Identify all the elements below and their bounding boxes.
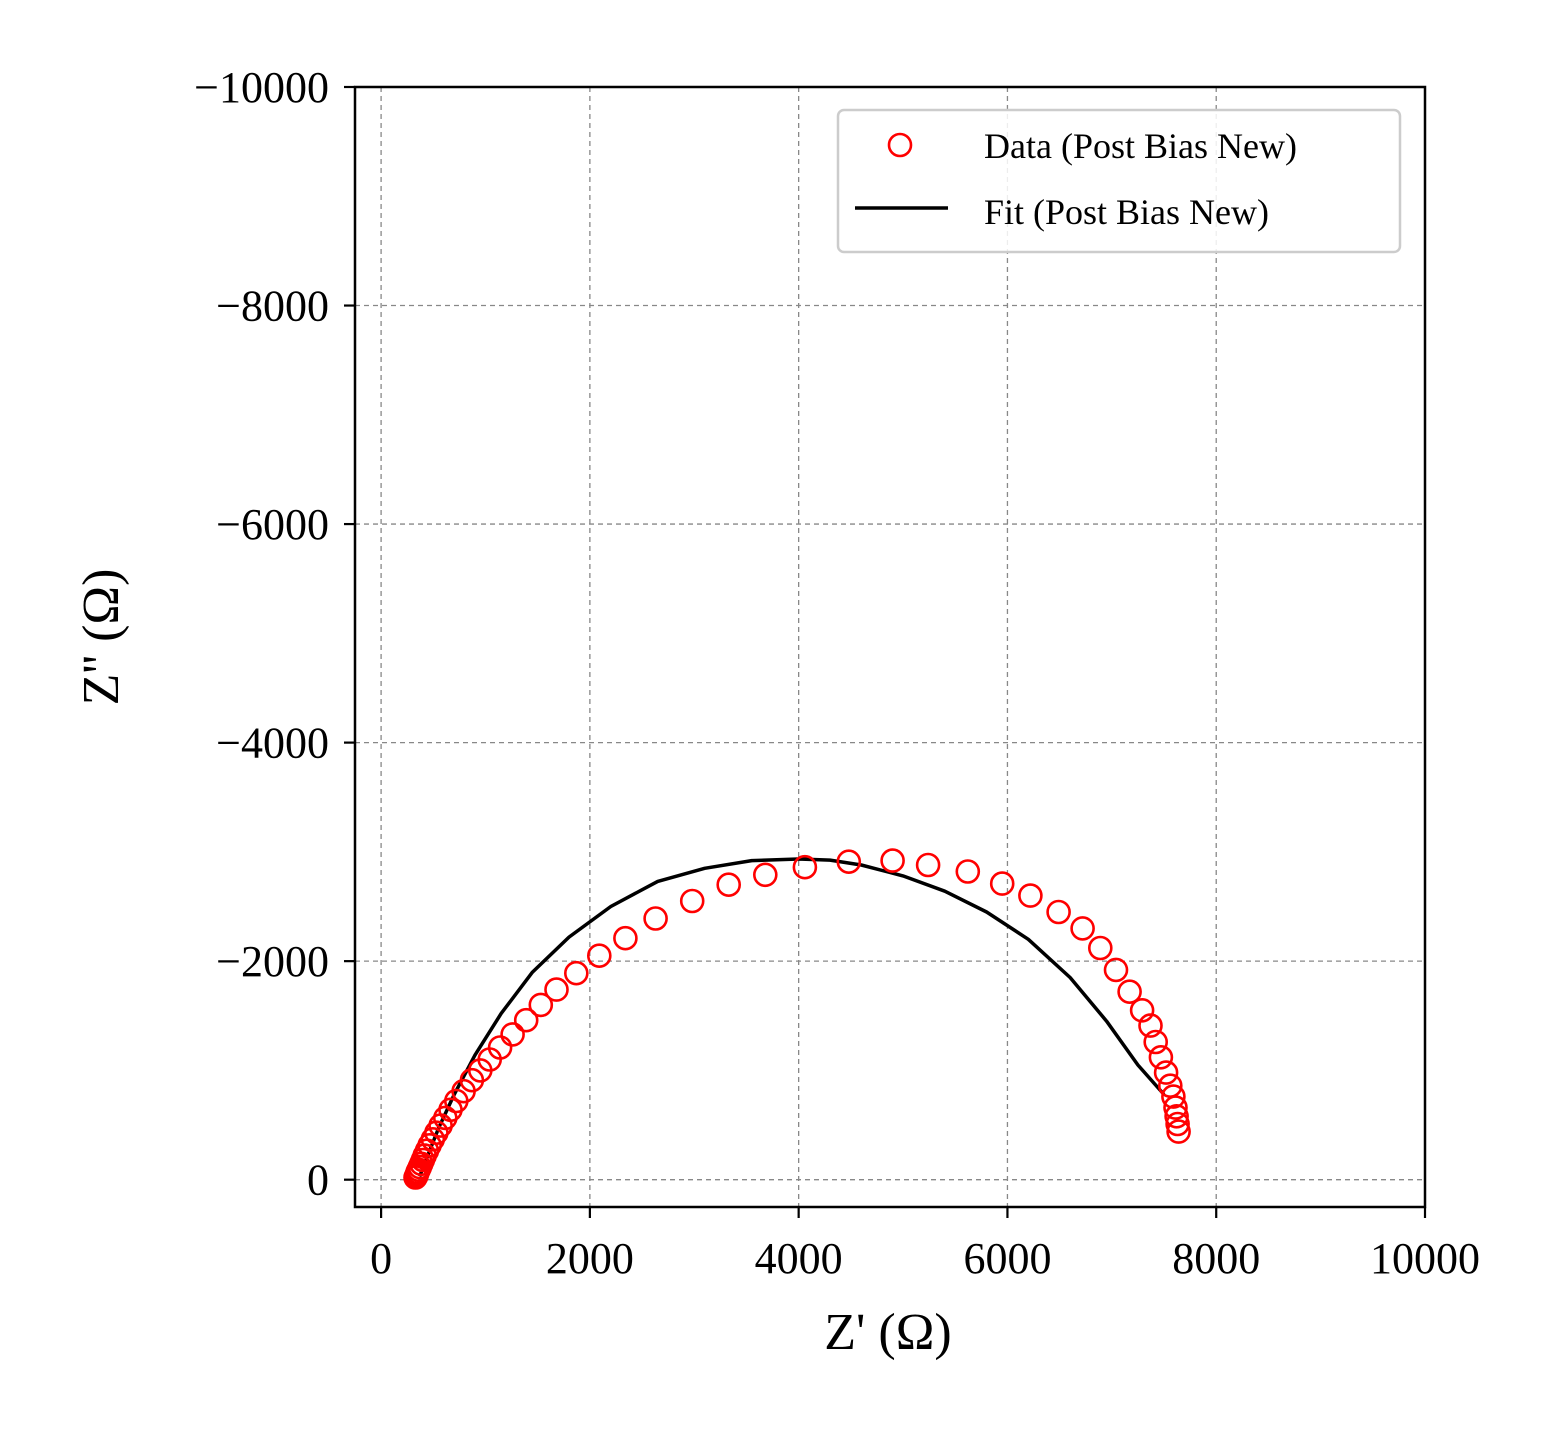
data-point [1165,1111,1190,1137]
data-point [1138,1013,1163,1038]
data-point [1143,1029,1168,1055]
data-point [544,977,569,1002]
legend-marker-data [887,132,913,158]
data-point [500,1022,525,1047]
data-point [613,925,638,951]
legend-label-fit: Fit (Post Bias New) [984,192,1269,232]
data-point [679,888,705,914]
x-axis-title: Z' (Ω) [824,1304,951,1361]
data-point [487,1035,513,1060]
data-point [716,872,742,898]
y-tick-label: −4000 [216,719,329,768]
x-tick-label: 10000 [1370,1234,1480,1283]
data-point [1103,957,1129,983]
x-tick-label: 2000 [546,1234,634,1283]
data-point [1117,979,1142,1005]
data-point [989,871,1015,896]
data-point [1070,916,1095,941]
data-point [563,960,589,986]
x-tick-label: 8000 [1172,1234,1260,1283]
grid [355,86,1426,1207]
data-point [1129,997,1155,1023]
data-point [528,992,554,1018]
legend-box [836,108,1402,254]
y-tick-label: −6000 [216,500,329,549]
data-point [1166,1119,1191,1144]
data-point [915,852,941,878]
plot-frame [353,85,1427,1209]
data-point [1148,1045,1174,1070]
x-tick-label: 0 [370,1234,392,1283]
x-tick-label: 4000 [755,1234,843,1283]
data-series [403,848,1191,1190]
data-point [1164,1104,1189,1129]
legend-label-data: Data (Post Bias New) [984,126,1297,166]
data-point [955,859,981,884]
data-point [513,1007,539,1033]
data-point [1018,883,1043,908]
data-point [880,848,905,873]
y-tick-label: −2000 [216,937,329,986]
x-axis: 0 2000 4000 6000 8000 10000 [370,1207,1480,1283]
y-tick-label: −8000 [216,282,329,331]
fit-line [418,857,1166,1178]
data-point [643,906,668,931]
y-tick-label: −10000 [194,63,329,112]
data-point [1163,1095,1188,1120]
data-point [836,849,862,875]
data-point [1161,1084,1186,1109]
data-point [1046,899,1071,925]
data-point [752,862,778,888]
y-axis: 0 −2000 −4000 −6000 −8000 −10000 [194,63,355,1205]
data-point [1088,935,1113,961]
fit-series [418,857,1166,1178]
data-point [792,854,818,880]
y-tick-label: 0 [307,1156,329,1205]
y-axis-title: Z'' (Ω) [73,569,130,706]
data-point [586,943,612,969]
x-tick-label: 6000 [963,1234,1051,1283]
legend: Data (Post Bias New) Fit (Post Bias New) [836,108,1402,254]
data-point [1153,1060,1179,1085]
